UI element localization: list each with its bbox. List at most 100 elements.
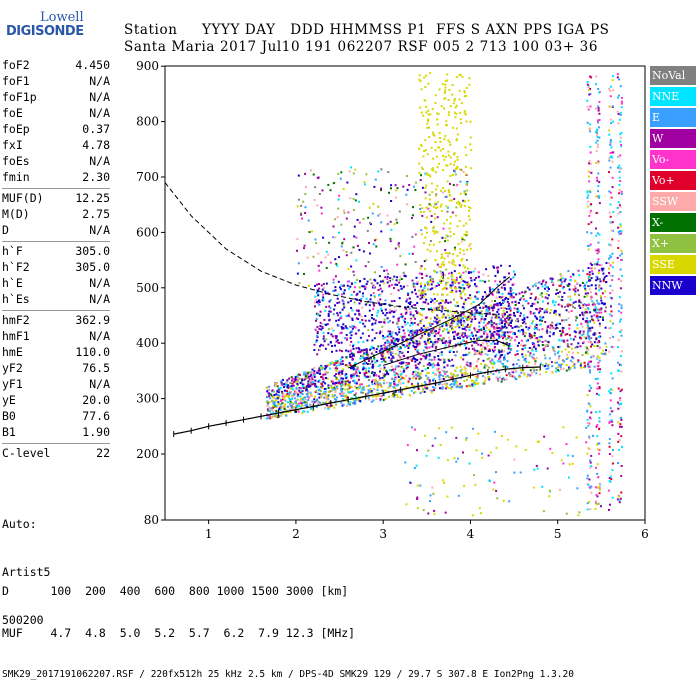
echo-point bbox=[430, 146, 433, 149]
echo-point bbox=[524, 346, 527, 349]
echo-point bbox=[289, 410, 292, 413]
echo-point bbox=[320, 395, 323, 398]
echo-point bbox=[531, 371, 533, 374]
echo-point bbox=[335, 340, 338, 343]
echo-point bbox=[549, 324, 552, 327]
echo-point bbox=[587, 85, 590, 88]
echo-point bbox=[443, 328, 446, 331]
echo-point bbox=[522, 314, 525, 317]
echo-point bbox=[464, 368, 467, 371]
echo-point bbox=[558, 315, 561, 318]
echo-point bbox=[426, 281, 429, 284]
echo-point bbox=[589, 371, 591, 374]
echo-point bbox=[595, 83, 597, 86]
echo-point bbox=[609, 244, 612, 247]
echo-point bbox=[316, 334, 319, 337]
echo-point bbox=[533, 332, 536, 334]
echo-point bbox=[450, 271, 453, 274]
echo-point bbox=[297, 405, 300, 407]
echo-point bbox=[386, 339, 389, 342]
echo-point bbox=[491, 324, 494, 327]
echo-point bbox=[315, 319, 317, 322]
header-line1: Station YYYY DAY DDD HHMMSS P1 FFS S AXN… bbox=[124, 22, 610, 38]
echo-point bbox=[503, 334, 506, 337]
echo-point bbox=[610, 196, 613, 199]
footer: D 100 200 400 600 800 1000 1500 3000 [km… bbox=[2, 556, 574, 696]
echo-point bbox=[477, 290, 480, 293]
echo-point bbox=[419, 208, 422, 210]
echo-point bbox=[280, 379, 283, 382]
echo-point bbox=[567, 285, 570, 287]
echo-point bbox=[619, 425, 621, 428]
echo-point bbox=[529, 352, 532, 355]
echo-point bbox=[618, 363, 621, 366]
echo-point bbox=[402, 329, 405, 332]
echo-point bbox=[389, 332, 391, 335]
echo-point bbox=[619, 318, 622, 321]
echo-point bbox=[414, 348, 417, 351]
echo-point bbox=[274, 405, 276, 408]
echo-point bbox=[352, 353, 355, 356]
echo-point bbox=[577, 360, 580, 363]
echo-point bbox=[295, 386, 298, 389]
echo-point bbox=[268, 392, 271, 395]
echo-point bbox=[424, 434, 427, 437]
echo-point bbox=[442, 261, 445, 264]
param-value: 1.90 bbox=[82, 425, 110, 439]
echo-point bbox=[475, 310, 478, 313]
echo-point bbox=[402, 344, 405, 347]
echo-point bbox=[414, 370, 417, 373]
echo-point bbox=[350, 386, 353, 388]
echo-point bbox=[352, 246, 355, 249]
echo-point bbox=[597, 190, 599, 193]
echo-point bbox=[377, 384, 380, 387]
echo-point bbox=[312, 378, 315, 381]
echo-point bbox=[313, 398, 316, 401]
echo-point bbox=[504, 298, 507, 301]
echo-point bbox=[424, 382, 427, 385]
echo-point bbox=[404, 323, 407, 326]
echo-point bbox=[618, 183, 621, 186]
echo-point bbox=[351, 319, 354, 321]
echo-point bbox=[333, 374, 336, 377]
echo-point bbox=[442, 330, 444, 333]
echo-point bbox=[310, 374, 312, 376]
echo-point bbox=[447, 252, 450, 255]
echo-point bbox=[429, 323, 432, 326]
echo-point bbox=[324, 347, 327, 350]
echo-point bbox=[426, 231, 428, 234]
echo-point bbox=[437, 317, 440, 319]
echo-point bbox=[547, 342, 550, 345]
echo-point bbox=[307, 385, 310, 388]
echo-point bbox=[620, 350, 623, 353]
echo-point bbox=[425, 259, 428, 262]
echo-point bbox=[377, 365, 380, 368]
echo-point bbox=[456, 225, 459, 228]
echo-point bbox=[362, 362, 365, 365]
echo-point bbox=[463, 287, 466, 290]
echo-point bbox=[589, 127, 592, 130]
echo-point bbox=[432, 344, 435, 346]
echo-point bbox=[297, 410, 300, 413]
echo-point bbox=[466, 323, 469, 326]
echo-point bbox=[439, 140, 442, 143]
echo-point bbox=[539, 307, 542, 310]
echo-point bbox=[462, 321, 465, 324]
echo-point bbox=[579, 307, 582, 309]
echo-point bbox=[503, 276, 506, 279]
echo-point bbox=[351, 309, 354, 312]
echo-point bbox=[588, 89, 590, 91]
echo-point bbox=[334, 289, 337, 292]
echo-point bbox=[482, 345, 485, 348]
echo-point bbox=[448, 272, 451, 275]
echo-point bbox=[409, 303, 411, 305]
param-row: foF1 N/A bbox=[2, 74, 110, 90]
echo-point bbox=[483, 366, 486, 369]
echo-point bbox=[595, 227, 597, 230]
echo-point bbox=[321, 326, 324, 328]
echo-point bbox=[389, 369, 392, 372]
echo-point bbox=[347, 384, 350, 387]
echo-point bbox=[449, 182, 451, 185]
echo-point bbox=[290, 403, 293, 406]
param-value: N/A bbox=[89, 74, 110, 88]
